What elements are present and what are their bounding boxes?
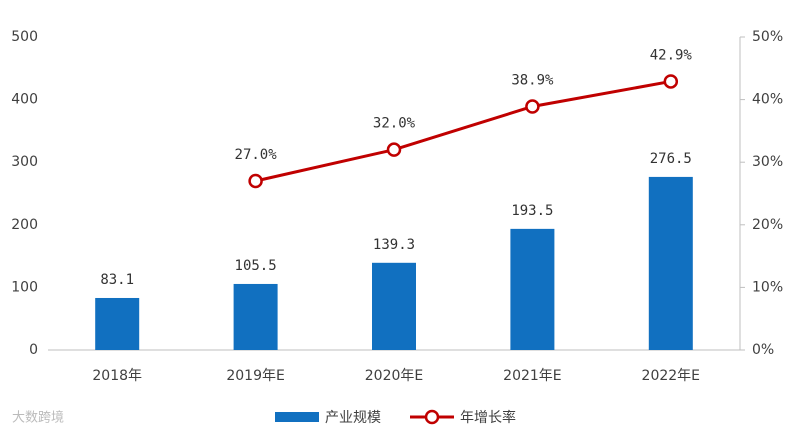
- legend-label: 产业规模: [325, 410, 381, 426]
- y2-tick-label: 20%: [752, 217, 783, 233]
- line-value-label: 32.0%: [373, 116, 416, 132]
- x-tick-label: 2020年E: [365, 368, 423, 384]
- y-tick-label: 100: [11, 279, 38, 295]
- bar-value-label: 193.5: [511, 203, 553, 219]
- line-value-label: 27.0%: [235, 147, 278, 163]
- bar: [95, 297, 140, 350]
- y2-tick-label: 50%: [752, 29, 783, 45]
- x-tick-label: 2019年E: [226, 368, 284, 384]
- legend-swatch: [424, 409, 440, 425]
- bar-value-label: 276.5: [650, 151, 692, 167]
- y-tick-label: 500: [11, 29, 38, 45]
- y2-tick-label: 40%: [752, 92, 783, 108]
- line-marker: [525, 99, 540, 114]
- bar: [233, 283, 278, 350]
- y-tick-label: 400: [11, 92, 38, 108]
- y-tick-label: 300: [11, 154, 38, 170]
- x-tick-label: 2022年E: [642, 368, 700, 384]
- x-tick-label: 2018年: [92, 368, 142, 384]
- line-marker: [248, 173, 263, 189]
- y2-tick-label: 30%: [752, 154, 783, 170]
- y-tick-label: 200: [11, 217, 38, 233]
- x-tick-label: 2021年E: [503, 368, 561, 384]
- y2-tick-label: 0%: [752, 342, 774, 358]
- bar-value-label: 83.1: [100, 272, 134, 288]
- bar: [372, 262, 416, 350]
- bar: [510, 228, 555, 350]
- bar-value-label: 105.5: [235, 258, 277, 274]
- legend-label: 年增长率: [460, 409, 516, 426]
- line: [255, 79, 672, 183]
- bar-value-label: 139.3: [373, 237, 415, 253]
- bar: [648, 176, 693, 350]
- line-marker: [663, 74, 679, 89]
- legend-swatch: [275, 412, 319, 422]
- line-value-label: 38.9%: [511, 72, 554, 88]
- y2-tick-label: 10%: [752, 279, 783, 295]
- line-value-label: 42.9%: [650, 47, 693, 63]
- y-tick-label: 0: [29, 342, 38, 358]
- watermark: 大数跨境: [12, 411, 64, 426]
- line-marker: [386, 142, 402, 157]
